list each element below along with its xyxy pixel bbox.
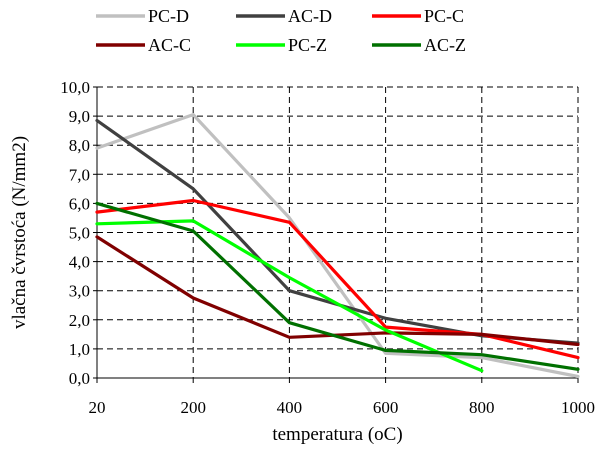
y-tick-label: 6,0: [69, 194, 90, 213]
y-tick-label: 9,0: [69, 107, 90, 126]
series-line-ac-z: [95, 201, 580, 371]
x-tick-label: 1000: [561, 398, 595, 417]
x-axis-ticks: 20 200 400 600 800 1000: [89, 378, 595, 417]
x-tick-label: 400: [277, 398, 303, 417]
y-tick-label: 2,0: [69, 311, 90, 330]
y-axis-title: vlačna čvrstoća (N/mm2): [9, 136, 30, 329]
y-tick-label: 8,0: [69, 136, 90, 155]
legend: PC-D AC-D PC-C AC-C PC-Z AC-Z: [96, 6, 466, 55]
y-tick-label: 4,0: [69, 253, 90, 272]
y-tick-label: 1,0: [69, 340, 90, 359]
legend-label-ac-c: AC-C: [148, 35, 191, 55]
legend-label-ac-z: AC-Z: [424, 35, 466, 55]
y-tick-label: 10,0: [60, 78, 90, 97]
legend-label-pc-z: PC-Z: [288, 35, 327, 55]
x-tick-label: 800: [469, 398, 495, 417]
y-tick-label: 3,0: [69, 282, 90, 301]
x-tick-label: 20: [89, 398, 106, 417]
y-tick-label: 7,0: [69, 165, 90, 184]
x-tick-label: 200: [180, 398, 206, 417]
series-layer: [95, 112, 580, 379]
legend-label-pc-c: PC-C: [424, 6, 464, 26]
y-tick-label: 5,0: [69, 224, 90, 243]
series-line-pc-d: [95, 112, 580, 379]
y-tick-label: 0,0: [69, 369, 90, 388]
legend-label-pc-d: PC-D: [148, 6, 189, 26]
x-axis-title: temperatura (oC): [272, 424, 402, 444]
series-line-pc-c: [95, 198, 580, 360]
x-tick-label: 600: [373, 398, 399, 417]
y-axis-ticks: 0,0 1,0 2,0 3,0 4,0 5,0 6,0 7,0 8,0 9,0 10,0: [60, 78, 97, 388]
legend-label-ac-d: AC-D: [288, 6, 332, 26]
